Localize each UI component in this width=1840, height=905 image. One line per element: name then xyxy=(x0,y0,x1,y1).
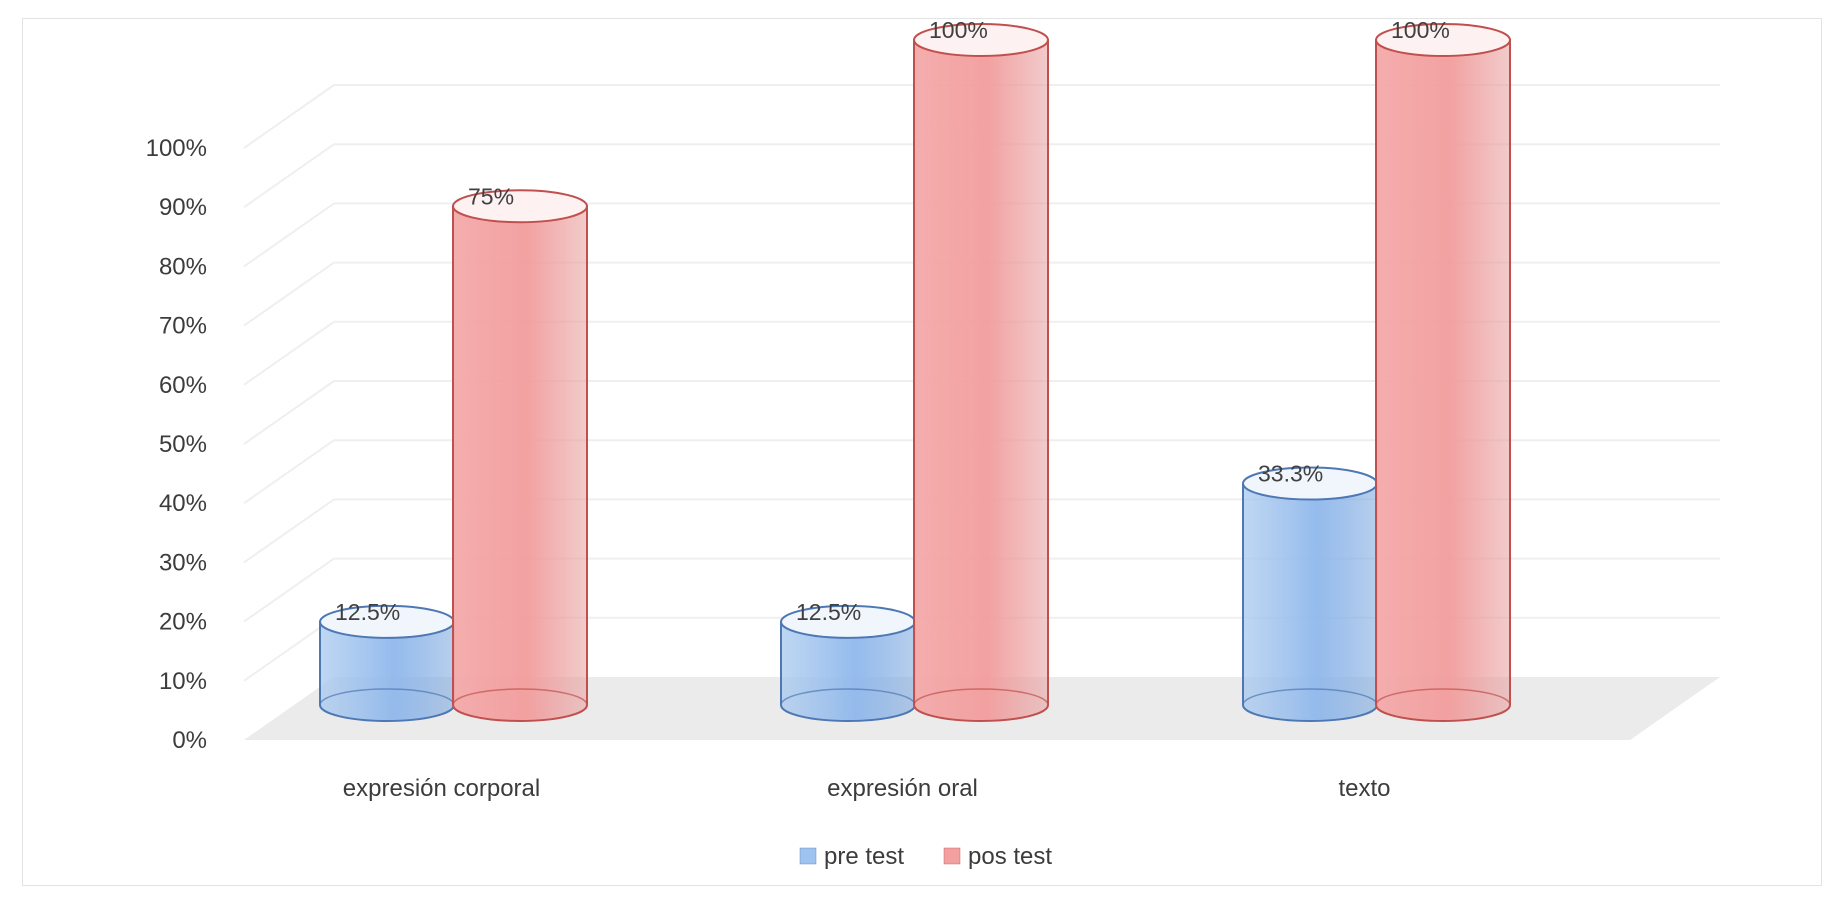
cylinder-pre-test xyxy=(1242,466,1378,722)
legend-item-pos-test: pos test xyxy=(943,843,1052,870)
y-tick-label: 70% xyxy=(159,313,207,340)
cylinder-top xyxy=(913,23,1049,57)
cylinder-body xyxy=(319,620,455,722)
gridline-side xyxy=(243,143,335,209)
cylinder-body xyxy=(913,39,1049,722)
legend-label: pre test xyxy=(824,843,904,870)
cylinder-body xyxy=(1242,482,1378,722)
y-tick-label: 10% xyxy=(159,668,207,695)
legend-label: pos test xyxy=(968,843,1052,870)
cylinder-base-edge xyxy=(913,688,1049,706)
cylinder-pos-test xyxy=(452,189,588,722)
cylinder-pre-test xyxy=(319,604,455,722)
data-label: 12.5% xyxy=(335,599,400,625)
cylinder-pos-test xyxy=(1375,23,1511,722)
y-tick-label: 20% xyxy=(159,609,207,636)
data-label: 75% xyxy=(468,183,514,209)
gridline-side xyxy=(243,380,335,445)
y-tick-label: 100% xyxy=(146,135,207,162)
cylinder-base-edge xyxy=(780,688,916,706)
legend-item-pre-test: pre test xyxy=(799,843,904,870)
cylinder-body xyxy=(780,620,916,722)
legend-swatch xyxy=(943,847,961,865)
x-category-label: texto xyxy=(1338,775,1390,802)
data-label: 33.3% xyxy=(1258,461,1323,487)
gridline-side xyxy=(243,439,335,505)
y-tick-label: 60% xyxy=(159,372,207,399)
y-tick-label: 90% xyxy=(159,194,207,221)
x-category-label: expresión corporal xyxy=(343,775,540,802)
x-category-label: expresión oral xyxy=(827,775,978,802)
cylinder-base-edge xyxy=(1375,688,1511,706)
y-axis: 0% 10% 20% 30% 40% 50% 60% 70% 80% 90% 100% xyxy=(146,135,207,754)
gridline-side xyxy=(243,557,335,623)
y-tick-label: 80% xyxy=(159,253,207,280)
cylinders xyxy=(319,23,1511,722)
y-tick-label: 0% xyxy=(172,727,207,754)
cylinder-body xyxy=(452,205,588,722)
gridline-side xyxy=(243,261,335,327)
cylinder-top xyxy=(452,189,588,224)
data-label: 12.5% xyxy=(796,599,861,625)
cylinder-top xyxy=(1375,23,1511,57)
cylinder-pos-test xyxy=(913,23,1049,722)
data-label: 100% xyxy=(1391,17,1450,43)
cylinder-base-edge xyxy=(1242,688,1378,706)
data-labels: 12.5% 75% 12.5% 100% 33.3% 100% xyxy=(335,17,1450,625)
gridline-side xyxy=(243,320,335,386)
cylinder-base-edge xyxy=(452,688,588,706)
legend: pre test pos test xyxy=(799,843,1052,870)
gridline-side xyxy=(243,84,335,149)
gridline-side xyxy=(243,202,335,268)
data-label: 100% xyxy=(929,17,988,43)
y-tick-label: 30% xyxy=(159,549,207,576)
gridline-side xyxy=(243,498,335,564)
cylinder-base-edge xyxy=(319,688,455,706)
y-tick-label: 40% xyxy=(159,490,207,517)
y-tick-label: 50% xyxy=(159,431,207,458)
cylinder-pre-test xyxy=(780,604,916,722)
x-axis: expresión corporal expresión oral texto xyxy=(343,775,1391,802)
cylinder-body xyxy=(1375,39,1511,722)
legend-swatch xyxy=(799,847,817,865)
